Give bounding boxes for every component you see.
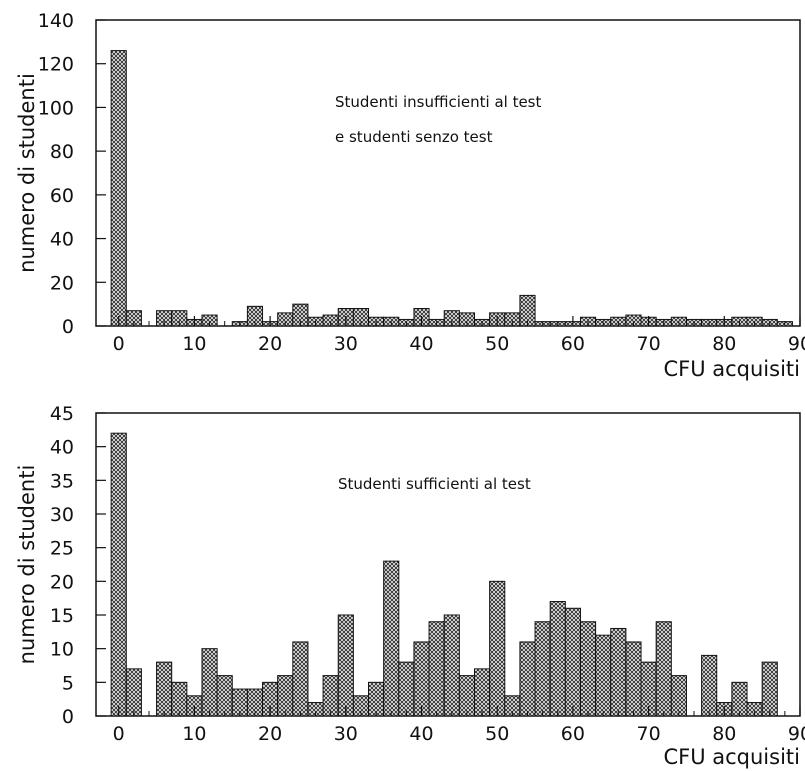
x-tick-label: 50	[485, 723, 509, 745]
histogram-bar	[383, 560, 400, 717]
x-tick-label: 20	[258, 333, 282, 355]
x-tick-label: 10	[182, 723, 206, 745]
x-tick-label: 10	[182, 333, 206, 355]
histogram-bar	[201, 648, 218, 717]
annotation-line-2: e studenti senzo test	[335, 128, 493, 146]
y-tick-label: 80	[50, 141, 74, 163]
histogram-bar	[337, 614, 354, 717]
histogram-bar	[458, 675, 475, 717]
x-tick-label: 40	[409, 723, 433, 745]
y-tick-label: 40	[50, 437, 74, 459]
y-tick-label: 40	[50, 229, 74, 251]
histogram-bar	[413, 641, 430, 717]
y-tick-label: 45	[50, 403, 74, 425]
x-tick-label: 30	[334, 333, 358, 355]
histogram-bar	[579, 621, 597, 717]
axis-ticks: 0 10 20 30 40 50 60 70 80 90 0 20 40 60 80 100 120 140	[38, 10, 805, 355]
histogram-bar	[519, 641, 536, 717]
bar-group	[110, 50, 793, 327]
y-tick-label: 120	[38, 54, 74, 76]
x-tick-label: 80	[712, 333, 736, 355]
histogram-bar	[398, 661, 415, 717]
histogram-bar	[428, 621, 445, 717]
histogram-bar	[625, 641, 642, 717]
y-tick-label: 5	[62, 672, 74, 694]
histogram-bar	[110, 50, 127, 327]
histogram-bar	[292, 641, 309, 717]
x-axis-label: CFU acquisiti	[663, 357, 800, 381]
x-tick-label: 20	[258, 723, 282, 745]
y-tick-label: 25	[50, 538, 74, 560]
x-tick-label: 90	[788, 723, 805, 745]
x-tick-label: 40	[409, 333, 433, 355]
histogram-bar	[368, 681, 385, 717]
y-tick-label: 35	[50, 470, 74, 492]
histogram-bar	[125, 668, 142, 717]
y-tick-label: 20	[50, 272, 74, 294]
histogram-bar	[473, 668, 491, 717]
y-tick-label: 30	[50, 504, 74, 526]
annotation-line-1: Studenti sufficienti al test	[338, 475, 531, 493]
x-tick-label: 70	[637, 723, 661, 745]
histogram-bar	[655, 621, 672, 717]
histogram-bar	[610, 627, 627, 717]
y-tick-label: 10	[50, 639, 74, 661]
x-tick-label: 70	[637, 333, 661, 355]
histogram-bar	[171, 681, 188, 717]
x-tick-label: 60	[561, 723, 585, 745]
x-tick-label: 0	[113, 723, 125, 745]
annotation-line-1: Studenti insufficienti al test	[335, 93, 542, 111]
x-tick-label: 90	[788, 333, 805, 355]
histogram-bar	[443, 614, 460, 717]
x-tick-label: 60	[561, 333, 585, 355]
histogram-bar	[549, 601, 566, 717]
y-tick-label: 15	[50, 605, 74, 627]
x-tick-label: 50	[485, 333, 509, 355]
y-tick-label: 100	[38, 97, 74, 119]
histogram-bar	[761, 661, 778, 717]
histogram-bar	[277, 675, 294, 717]
histogram-bar	[534, 621, 551, 717]
histogram-bar	[731, 681, 748, 717]
x-axis-label: CFU acquisiti	[663, 745, 800, 769]
y-tick-label: 0	[62, 706, 74, 728]
y-axis-label: numero di studenti	[15, 465, 39, 665]
y-axis-label: numero di studenti	[15, 73, 39, 273]
histogram-bar	[564, 607, 581, 717]
x-tick-label: 0	[113, 333, 125, 355]
histogram-bar	[216, 675, 233, 717]
y-tick-label: 140	[38, 10, 74, 32]
chart-bottom: 0 10 20 30 40 50 60 70 80 90 0 5 10 15 20 25 30 35 40 45 St…	[15, 403, 805, 769]
histogram-bar	[489, 580, 506, 717]
histogram-bar	[701, 654, 718, 717]
histogram-bar	[110, 432, 127, 717]
y-tick-label: 60	[50, 185, 74, 207]
x-tick-label: 30	[334, 723, 358, 745]
chart-top: 0 10 20 30 40 50 60 70 80 90 0 20 40 60 80 100 120 140 St…	[15, 10, 805, 381]
y-tick-label: 20	[50, 571, 74, 593]
histogram-bar	[322, 675, 339, 717]
histogram-bar	[156, 661, 173, 717]
y-tick-label: 0	[62, 316, 74, 338]
axis-ticks: 0 10 20 30 40 50 60 70 80 90 0 5 10 15 20 25 30 35 40 45	[50, 403, 805, 745]
plot-frame	[95, 19, 801, 327]
histogram-bar	[595, 634, 612, 717]
x-tick-label: 80	[712, 723, 736, 745]
histogram-bar	[670, 675, 687, 717]
bar-group	[110, 432, 778, 717]
